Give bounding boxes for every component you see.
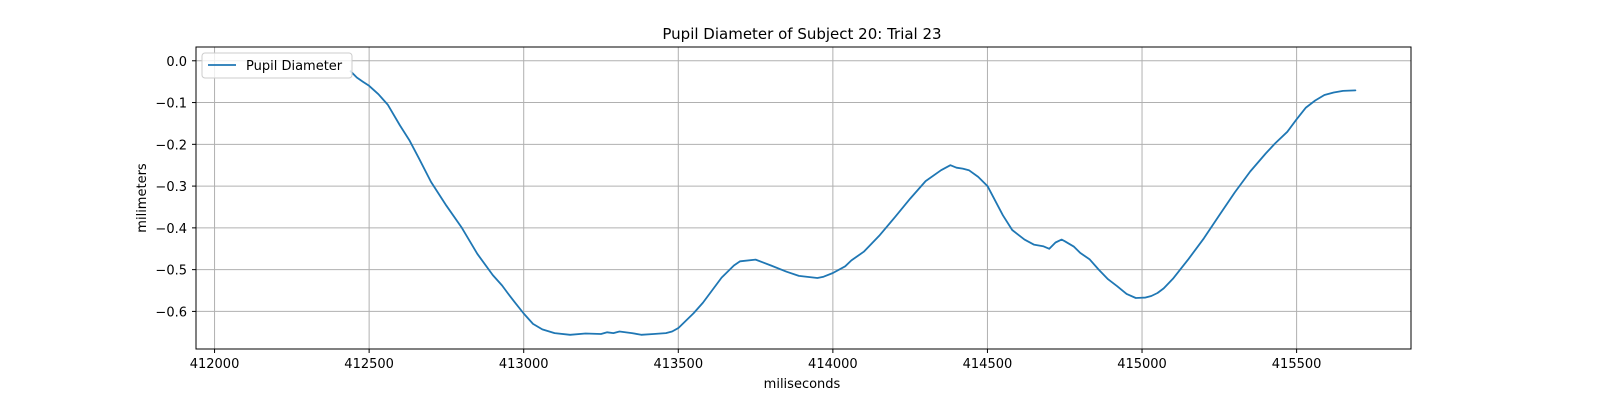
series-line-pupil-diameter [349,70,1357,336]
x-tick-label: 414500 [963,357,1013,372]
y-tick-label: −0.6 [155,305,187,320]
y-axis-ticks: 0.0 −0.1 −0.2 −0.3 −0.4 −0.5 −0.6 [155,55,196,320]
plot-frame [195,46,1412,350]
x-tick-label: 413500 [653,357,703,372]
x-tick-label: 415500 [1272,357,1322,372]
grid [196,47,1411,349]
series-layer [349,70,1357,336]
y-tick-label: −0.2 [155,138,187,153]
x-tick-label: 413000 [499,357,549,372]
legend-box [201,52,353,79]
legend-label: Pupil Diameter [246,59,343,74]
x-axis-ticks: 412000 412500 413000 413500 414000 414500 4150… [190,349,1322,372]
x-tick-label: 414000 [808,357,858,372]
legend: Pupil Diameter [201,52,353,79]
y-tick-label: 0.0 [166,55,187,70]
y-tick-label: −0.3 [155,180,187,195]
x-tick-label: 412000 [190,357,240,372]
y-tick-label: −0.4 [155,222,187,237]
chart-title: Pupil Diameter of Subject 20: Trial 23 [662,25,941,43]
y-axis-label: milimeters [135,163,150,233]
x-axis-label: miliseconds [764,377,841,392]
x-tick-label: 415000 [1117,357,1167,372]
x-tick-label: 412500 [344,357,394,372]
y-tick-label: −0.5 [155,264,187,279]
y-tick-label: −0.1 [155,97,187,112]
